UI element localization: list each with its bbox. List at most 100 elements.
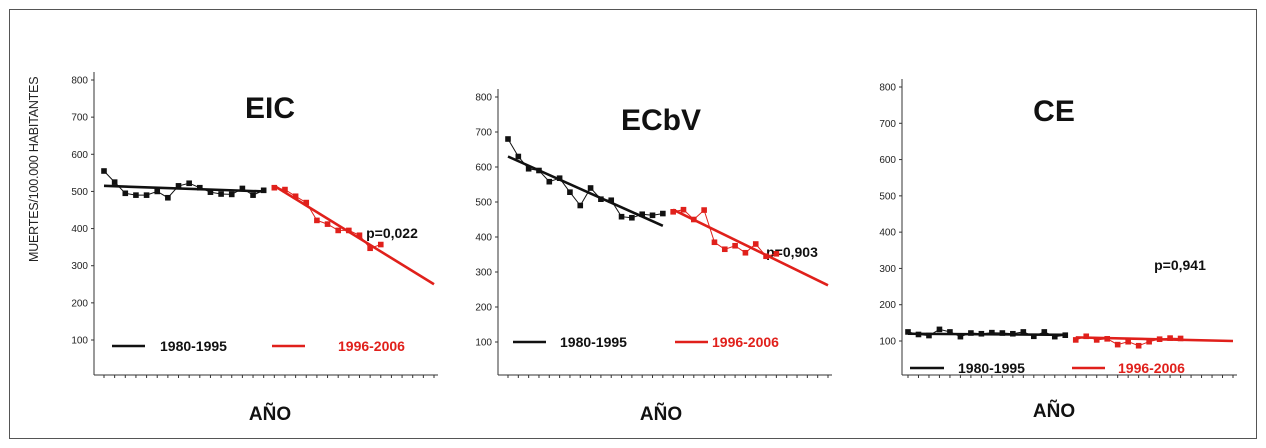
series-1-point <box>207 189 214 195</box>
series-1-point <box>567 189 573 195</box>
series-1-point <box>250 192 256 198</box>
series-2-point <box>335 227 341 234</box>
series-1-point <box>618 213 625 220</box>
series-1-point <box>649 212 656 219</box>
series-1-point <box>536 167 542 174</box>
x-axis-title: AÑO <box>640 403 682 425</box>
y-tick-label: 200 <box>475 303 492 314</box>
series-2-point <box>721 246 728 253</box>
series-1-point <box>239 185 246 192</box>
series-2-trend-line <box>672 208 829 287</box>
series-2-point <box>314 217 320 224</box>
series-1-point <box>133 192 139 198</box>
chart-panel-1: 100 200 300 400 500 600 700 800 EIC AÑO p=0,022 198… <box>71 72 438 425</box>
y-tick-label: 500 <box>71 187 88 198</box>
series-1-point <box>999 330 1006 336</box>
series-2-point <box>732 242 738 249</box>
series-1-point <box>608 197 615 204</box>
series-1-point <box>556 175 563 181</box>
series-2-point <box>356 232 363 239</box>
y-tick-label: 600 <box>71 150 88 161</box>
series-1-trend-line <box>907 332 1066 337</box>
series-2-point <box>1104 336 1110 342</box>
series-1-point <box>577 202 584 209</box>
series-1-point <box>154 188 161 195</box>
y-tick-label: 100 <box>879 337 896 348</box>
series-1-point <box>1062 332 1069 338</box>
series-1-point <box>587 185 594 191</box>
x-axis-title: AÑO <box>1033 400 1075 422</box>
series-1-point <box>598 196 604 202</box>
series-2-point <box>711 239 718 246</box>
series-2-point <box>271 184 278 191</box>
series-1-point <box>639 211 645 218</box>
chart-title: EIC <box>245 92 295 125</box>
series-2-point <box>1093 337 1100 343</box>
series-2-point <box>1135 342 1142 349</box>
series-2-point <box>752 241 759 247</box>
series-2-point <box>1114 341 1121 348</box>
series-1-point <box>186 180 192 187</box>
series-1-point <box>926 332 932 339</box>
series-1-point <box>260 187 267 194</box>
y-tick-label: 700 <box>71 113 88 124</box>
y-tick-label: 400 <box>879 228 896 239</box>
series-1-point <box>228 191 235 198</box>
series-2-point <box>1083 333 1090 340</box>
series-1-point <box>660 210 666 217</box>
y-tick-label: 700 <box>475 128 492 139</box>
series-1-point <box>1020 329 1027 335</box>
series-1-point <box>143 192 150 198</box>
series-2-point <box>303 199 310 206</box>
series-2-point <box>670 209 676 215</box>
series-2-point <box>773 251 780 257</box>
series-1-point <box>968 330 974 336</box>
series-2-point <box>763 253 769 260</box>
series-2-point <box>1125 338 1131 345</box>
y-tick-label: 200 <box>879 300 896 311</box>
y-tick-label: 300 <box>475 268 492 279</box>
y-tick-label: 200 <box>71 298 88 309</box>
series-2-point <box>1146 338 1152 345</box>
series-1-point <box>905 329 911 335</box>
series-1-point <box>515 153 522 160</box>
series-2-point <box>680 206 687 213</box>
series-1-point <box>1051 333 1058 340</box>
y-tick-label: 600 <box>879 155 896 166</box>
legend-label-1: 1980-1995 <box>160 338 227 354</box>
series-1-point <box>197 184 203 191</box>
y-tick-label: 400 <box>475 233 492 244</box>
series-2-point <box>377 241 384 248</box>
legend-label-2: 1996-2006 <box>338 338 405 354</box>
series-1-line <box>507 138 663 219</box>
y-tick-label: 100 <box>71 336 88 347</box>
series-2-trend-line <box>273 184 435 286</box>
series-1-point <box>101 168 107 174</box>
p-value-annotation: p=0,941 <box>1154 257 1206 273</box>
series-1-line <box>907 328 1066 338</box>
series-2-point <box>292 193 299 200</box>
series-1-point <box>218 191 224 197</box>
figure-frame <box>9 9 1257 439</box>
series-2-point <box>282 186 288 193</box>
series-1-point <box>978 330 985 337</box>
series-2-point <box>346 227 352 234</box>
series-1-point <box>1010 330 1016 337</box>
series-1-point <box>1031 333 1037 340</box>
y-tick-label: 300 <box>879 264 896 275</box>
series-2-trend-line <box>1075 336 1234 343</box>
series-1-point <box>165 194 171 201</box>
y-tick-label: 800 <box>71 76 88 87</box>
y-tick-label: 400 <box>71 224 88 235</box>
y-tick-label: 300 <box>71 261 88 272</box>
series-1-point <box>915 331 922 338</box>
y-tick-label: 100 <box>475 338 492 349</box>
y-tick-label: 800 <box>475 93 492 104</box>
x-axis-title: AÑO <box>249 403 291 425</box>
series-2-point <box>742 249 749 256</box>
series-1-point <box>989 329 995 336</box>
series-1-point <box>175 183 182 189</box>
series-1-point <box>1041 329 1048 335</box>
y-tick-label: 500 <box>475 198 492 209</box>
